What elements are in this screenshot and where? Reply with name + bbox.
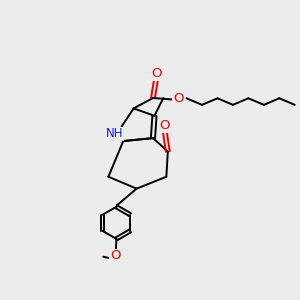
- Text: O: O: [110, 249, 121, 262]
- Text: O: O: [151, 67, 162, 80]
- Text: O: O: [173, 92, 184, 105]
- Text: O: O: [159, 119, 169, 132]
- Text: NH: NH: [106, 127, 123, 140]
